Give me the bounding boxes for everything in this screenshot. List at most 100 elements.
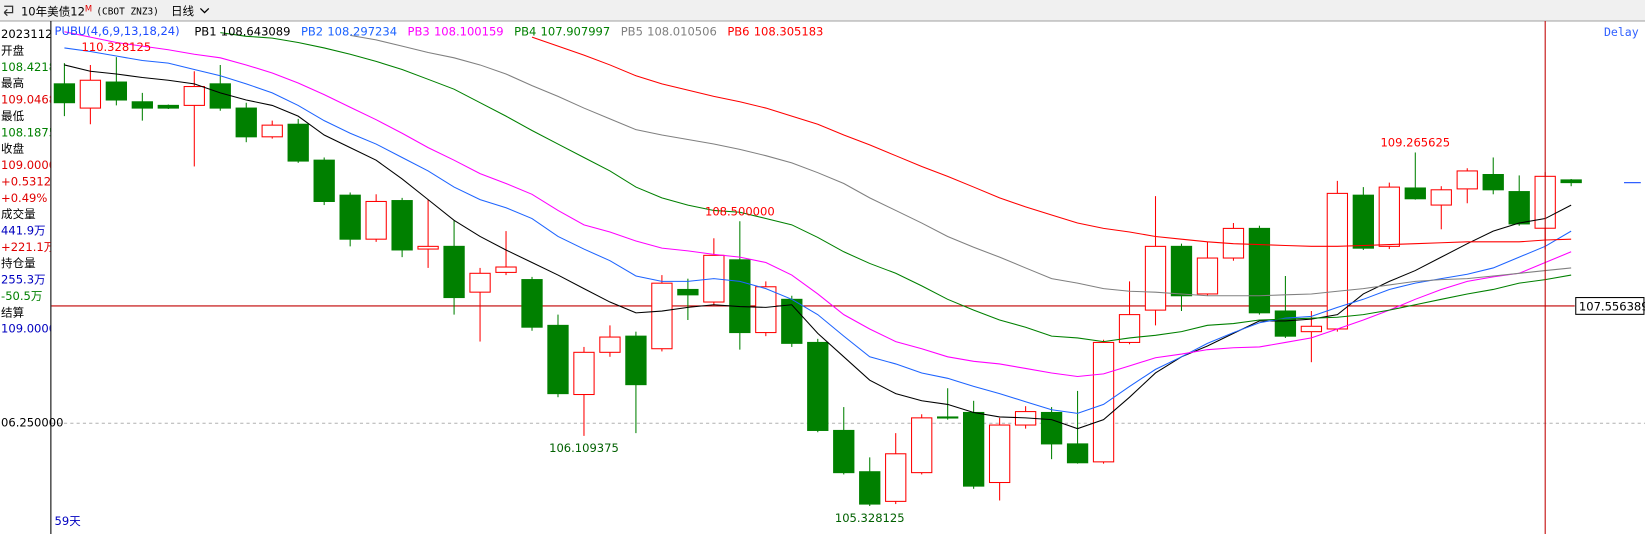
candle-body bbox=[339, 194, 361, 240]
candle-body bbox=[651, 282, 673, 350]
candle-body bbox=[1066, 443, 1089, 464]
candle-body bbox=[859, 471, 881, 505]
candle-body bbox=[1352, 194, 1374, 249]
legend-entry: PB5 108.010506 bbox=[621, 24, 717, 38]
cursor-price-box bbox=[1575, 297, 1645, 315]
candle-body bbox=[1456, 170, 1478, 190]
indicator-label: PUBU(4,6,9,13,18,24) bbox=[55, 24, 180, 38]
candle-body bbox=[677, 288, 699, 296]
plot-area bbox=[51, 31, 1645, 507]
instrument-title[interactable]: 10年美债12M (CBOT ZNZ3) bbox=[21, 3, 159, 18]
candle-body bbox=[365, 200, 387, 240]
ma-line bbox=[64, 31, 1572, 378]
info-text: +0.49% bbox=[1, 191, 47, 205]
legend-value: 108.297234 bbox=[327, 24, 397, 38]
candle-body bbox=[1092, 341, 1115, 463]
candle-body bbox=[1274, 310, 1297, 337]
candle-body bbox=[443, 245, 465, 299]
info-text: 结算 bbox=[1, 305, 24, 319]
info-text: -50.5万 bbox=[1, 289, 42, 303]
candle-body bbox=[1430, 189, 1452, 206]
candle-body bbox=[1144, 245, 1167, 311]
info-text: 108.4218 bbox=[1, 60, 56, 74]
info-text: +0.5312 bbox=[1, 174, 51, 188]
ma-line bbox=[64, 47, 1572, 414]
ma-line bbox=[531, 36, 1572, 247]
info-text: 255.3万 bbox=[1, 273, 46, 287]
candle-body bbox=[1040, 411, 1063, 445]
candle-body bbox=[417, 245, 439, 250]
info-text: 收盘 bbox=[1, 142, 25, 156]
candle-body bbox=[1404, 187, 1426, 200]
info-text: 109.0000 bbox=[1, 322, 56, 336]
cursor-price-label: 107.556389 bbox=[1579, 299, 1645, 313]
candle-body bbox=[469, 272, 491, 293]
candle-body bbox=[1378, 186, 1400, 247]
legend-name: PB6 bbox=[727, 24, 749, 38]
legend-entry: PB6 108.305183 bbox=[727, 24, 823, 38]
legend-entry: PB2 108.297234 bbox=[301, 24, 397, 38]
info-text: 109.0468 bbox=[1, 93, 56, 107]
period-dropdown-arrow[interactable] bbox=[199, 7, 210, 14]
info-text: 109.0000 bbox=[1, 158, 56, 172]
info-text: 441.9万 bbox=[1, 224, 46, 238]
legend-name: PB5 bbox=[621, 24, 643, 38]
legend-entry: PB1 108.643089 bbox=[194, 24, 290, 38]
extreme-label: 105.328125 bbox=[835, 511, 905, 525]
candle-body bbox=[105, 81, 128, 101]
legend-value: 108.100159 bbox=[434, 24, 504, 38]
labels: 06.250000 PUBU(4,6,9,13,18,24) PB1 108.6430… bbox=[1, 20, 1645, 534]
candle-body bbox=[962, 411, 985, 487]
candle-body bbox=[209, 83, 231, 109]
title-mark: M bbox=[85, 3, 92, 13]
legend-entry: PB3 108.100159 bbox=[408, 24, 504, 38]
candle-body bbox=[495, 266, 517, 273]
candle-body bbox=[599, 336, 621, 353]
candle-body bbox=[807, 341, 829, 431]
candle-body bbox=[625, 335, 647, 386]
info-text: 最低 bbox=[1, 109, 25, 123]
candle-body bbox=[1118, 314, 1141, 343]
candle-body bbox=[1170, 245, 1193, 297]
extreme-label: 109.265625 bbox=[1380, 136, 1450, 150]
candle-body bbox=[911, 417, 933, 474]
symbol: (CBOT ZNZ3) bbox=[96, 6, 159, 17]
candle-body bbox=[391, 200, 413, 251]
candle-body bbox=[157, 104, 179, 109]
candle-body bbox=[261, 124, 283, 138]
back-icon[interactable] bbox=[3, 5, 14, 17]
extreme-label: 108.500000 bbox=[705, 204, 775, 218]
candle-body bbox=[79, 79, 102, 109]
ma-line bbox=[350, 34, 1572, 297]
y-tick-label: 06.250000 bbox=[1, 416, 63, 430]
legend-name: PB2 bbox=[301, 24, 323, 38]
extreme-label: 110.328125 bbox=[82, 40, 152, 54]
candle-body bbox=[729, 259, 751, 334]
candle-body bbox=[833, 429, 855, 474]
candle-body bbox=[988, 424, 1011, 484]
candle-body bbox=[53, 83, 76, 104]
candle-body bbox=[937, 416, 959, 419]
period-selector[interactable]: 日线 bbox=[171, 4, 195, 18]
candle-body bbox=[521, 279, 543, 328]
legend-value: 108.305183 bbox=[754, 24, 824, 38]
info-text: 持仓量 bbox=[1, 256, 36, 270]
candle-body bbox=[1248, 227, 1271, 314]
legend-value: 108.643089 bbox=[221, 24, 291, 38]
ma-line bbox=[220, 32, 1572, 343]
info-text: +221.1万 bbox=[1, 240, 55, 254]
candle-body bbox=[1560, 179, 1582, 184]
candle-body bbox=[573, 351, 595, 396]
legend-value: 108.010506 bbox=[647, 24, 717, 38]
candle-body bbox=[183, 86, 205, 106]
candle-body bbox=[755, 286, 777, 334]
delay-label: Delay bbox=[1604, 25, 1639, 39]
legend-entry: PB4 107.907997 bbox=[514, 24, 610, 38]
extreme-label: 106.109375 bbox=[549, 441, 619, 455]
info-text: 最高 bbox=[1, 76, 24, 90]
info-panel: 20231127 开盘 108.4218 最高 109.0468 最低 108.1875 收盘… bbox=[1, 27, 56, 336]
legend-value: 107.907997 bbox=[541, 24, 611, 38]
